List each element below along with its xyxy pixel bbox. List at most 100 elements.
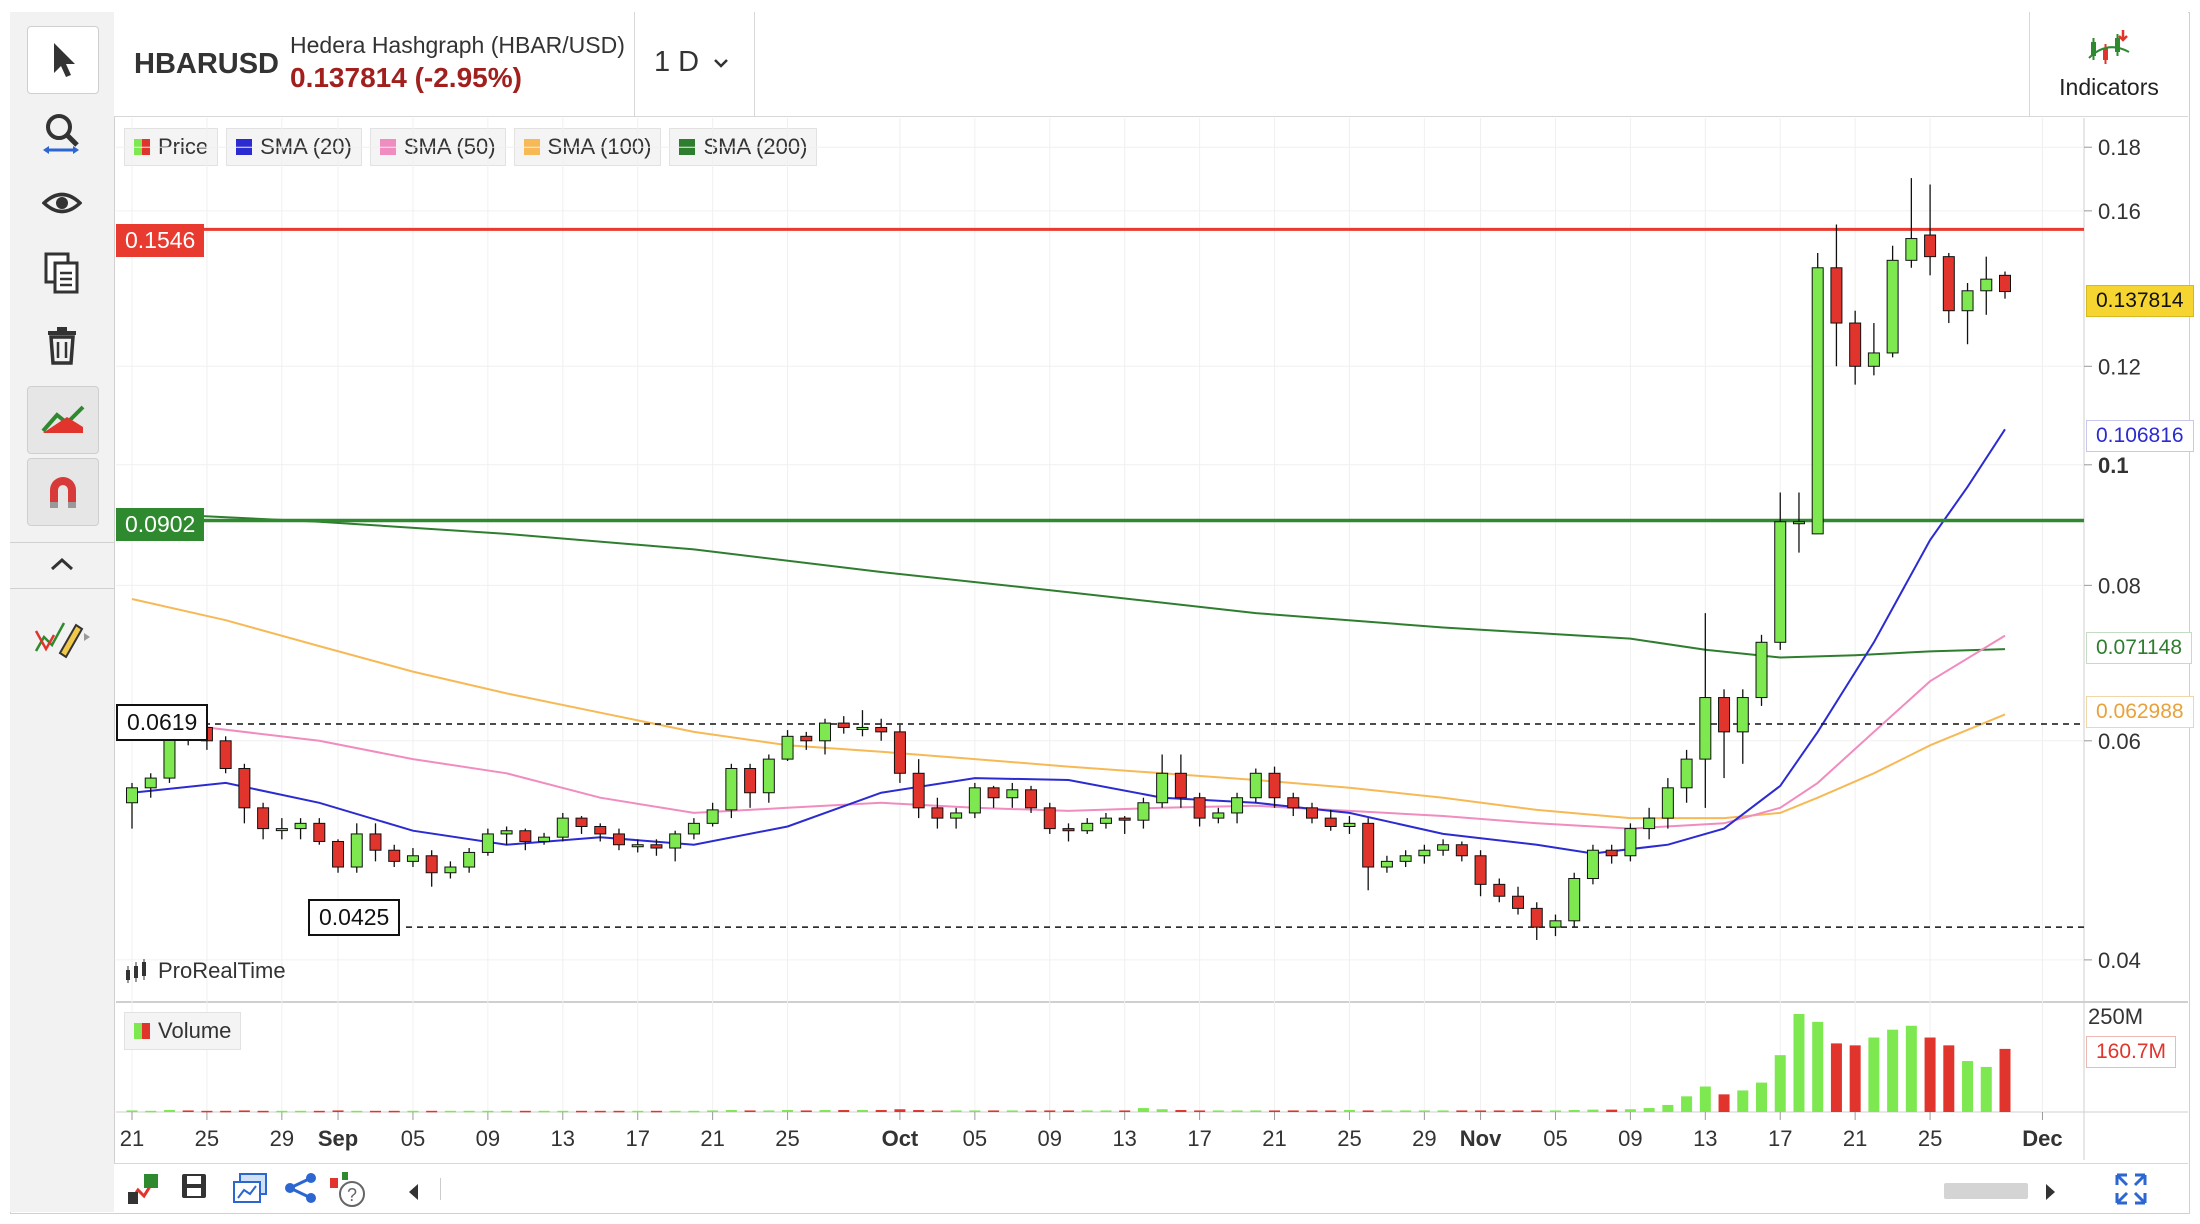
zoom-icon[interactable] [27,100,97,166]
indicators-label: Indicators [2059,73,2159,100]
candle-body [1099,817,1112,824]
volume-bar [519,1110,531,1113]
eye-icon[interactable] [27,170,97,236]
scrollbar-thumb[interactable] [1944,1183,2028,1199]
candle-body [369,833,382,851]
volume-bar [1830,1043,1842,1112]
candle-body [856,726,869,730]
layouts-icon[interactable] [230,1172,270,1216]
symbol-ticker[interactable]: HBARUSD [134,48,279,80]
dashed-high-level-tag[interactable]: 0.0619 [116,704,209,741]
candle-body [1493,883,1506,897]
candle-body [987,787,1000,799]
candle-body [1830,267,1843,324]
brand-name: ProRealTime [158,958,286,983]
candle-body [687,822,700,835]
candle-body [1568,878,1581,922]
trash-icon[interactable] [27,312,97,378]
volume-bar [744,1110,756,1112]
save-icon[interactable] [180,1172,208,1208]
volume-bar [1156,1109,1168,1112]
candle-body [238,768,251,809]
volume-bar [1943,1045,1955,1112]
legend-label: SMA (50) [403,134,496,159]
volume-bar [1100,1110,1112,1112]
share-icon[interactable] [284,1172,318,1212]
share-chart-icon[interactable] [126,1172,162,1214]
candle-body [1980,278,1993,292]
candle-body [762,758,775,794]
volume-bar [650,1110,662,1113]
candle-body [1305,807,1318,819]
period-selector[interactable]: 1 D [654,46,729,79]
volume-bar [276,1110,288,1113]
volume-bar [1475,1110,1487,1112]
candle-body [275,828,288,832]
indicators-button[interactable]: Indicators [2029,12,2188,116]
volume-bar [763,1110,775,1112]
resistance-level-tag[interactable]: 0.1546 [116,224,205,257]
volume-bar [931,1110,943,1112]
volume-bar [725,1110,737,1112]
volume-bar [1549,1110,1561,1112]
candle-body [781,735,794,760]
volume-bar [145,1110,157,1113]
y-tick-label: 0.12 [2098,354,2141,379]
candle-body [444,866,457,874]
x-tick-label: 05 [401,1126,425,1151]
volume-bar [1456,1110,1468,1112]
candle-body [1287,797,1300,809]
volume-bar [707,1110,719,1112]
candle-body [1512,895,1525,909]
volume-bar [1531,1110,1543,1112]
volume-bar [182,1110,194,1112]
legend-label: SMA (100) [547,134,652,159]
candle-body [950,812,963,819]
volume-bar [632,1110,644,1113]
dashed-low-level-tag[interactable]: 0.0425 [308,899,401,936]
candle-body [1867,352,1880,367]
y-tick-label: 0.08 [2098,573,2141,598]
volume-bar [688,1110,700,1113]
volume-bar [1980,1066,1992,1112]
chart-window [10,12,2190,1214]
volume-bar [501,1110,513,1113]
collapse-icon[interactable] [27,544,97,584]
help-icon[interactable]: ? [328,1172,368,1216]
volume-bar [1137,1108,1149,1112]
volume-bar [1737,1090,1749,1112]
x-tick-label: 13 [1112,1126,1136,1151]
scroll-left-icon[interactable] [406,1176,420,1210]
x-tick-label: 09 [1038,1126,1062,1151]
volume-bar [1587,1109,1599,1112]
candle-body [257,807,270,830]
scroll-right-icon[interactable] [2044,1176,2058,1210]
support-level-tag[interactable]: 0.0902 [116,508,205,541]
candle-body [313,822,326,842]
volume-bar [351,1110,363,1113]
drawing-icon[interactable] [27,604,97,670]
sma200-value-tag: 0.071148 [2086,632,2193,664]
candle-body [912,772,925,809]
legend-label: SMA (20) [260,134,352,159]
volume-bar [969,1110,981,1112]
copy-icon[interactable] [27,240,97,306]
volume-bar [1063,1110,1074,1112]
candles-logo-icon [126,959,146,983]
fullscreen-icon[interactable] [2114,1172,2148,1214]
candle-body [744,768,757,794]
candle-body [219,740,232,770]
volume-bar [1381,1110,1393,1112]
magnet-icon[interactable] [27,458,99,526]
volume-bar [126,1110,138,1112]
y-tick-label: 0.18 [2098,135,2141,160]
volume-bar [819,1110,831,1112]
volume-bar [295,1110,307,1113]
x-tick-label: 25 [1918,1126,1942,1151]
legend-volume[interactable]: Volume [124,1012,242,1050]
brand-watermark: ProRealTime [124,958,286,984]
pointer-icon[interactable] [27,26,99,94]
volume-bar [1343,1110,1355,1112]
trend-icon[interactable] [27,386,99,454]
